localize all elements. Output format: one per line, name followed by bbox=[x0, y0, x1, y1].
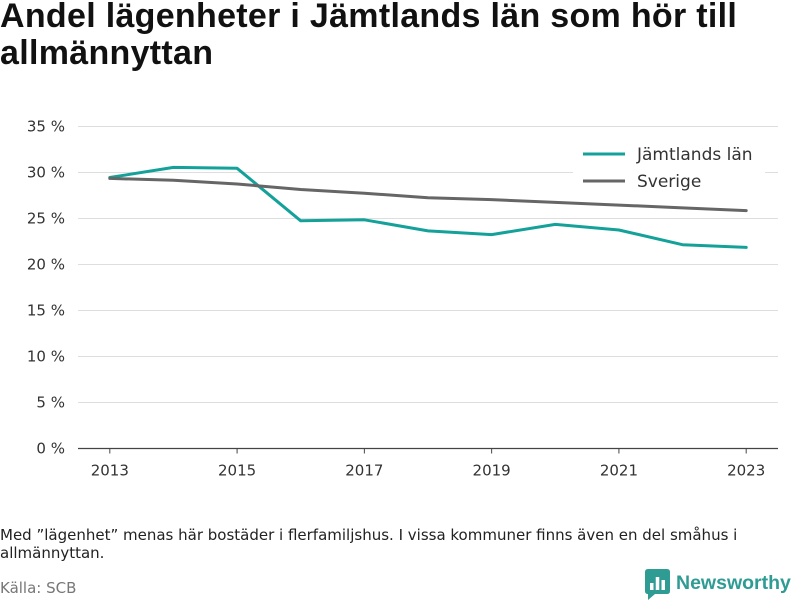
x-tick-label: 2017 bbox=[345, 461, 383, 479]
legend-item-sverige[interactable]: Sverige bbox=[583, 172, 701, 192]
legend: Jämtlands län Sverige bbox=[573, 141, 765, 195]
chart-footnote: Med ”lägenhet” menas här bostäder i fler… bbox=[0, 526, 738, 562]
legend-label: Jämtlands län bbox=[636, 145, 753, 165]
y-tick-label: 5 % bbox=[36, 393, 65, 411]
x-tick-label: 2013 bbox=[91, 461, 129, 479]
series-line-jamtlands-lan bbox=[108, 165, 748, 249]
series-lines bbox=[108, 165, 748, 249]
y-tick-label: 30 % bbox=[27, 163, 65, 181]
y-tick-label: 35 % bbox=[27, 117, 65, 135]
newsworthy-logo[interactable]: Newsworthy bbox=[645, 569, 795, 601]
y-tick-label: 25 % bbox=[27, 209, 65, 227]
series-line-sverige bbox=[108, 176, 748, 213]
x-axis: 2013 2015 2017 2019 2021 2023 bbox=[78, 447, 778, 479]
chart-title: Andel lägenheter i Jämtlands län som hör… bbox=[0, 0, 738, 72]
brand-name: Newsworthy bbox=[676, 572, 791, 594]
logo-bar bbox=[655, 577, 660, 590]
line-chart: 0 %5 %10 %15 %20 %25 %30 %35 %2013 2015 20… bbox=[27, 117, 778, 479]
newsworthy-logo-icon bbox=[645, 569, 670, 600]
x-tick-label: 2023 bbox=[727, 461, 765, 479]
y-tick-label: 0 % bbox=[36, 439, 65, 457]
gridlines bbox=[78, 126, 778, 403]
x-tick-label: 2019 bbox=[473, 461, 511, 479]
source-label: Källa: SCB bbox=[0, 579, 77, 597]
x-tick-label: 2021 bbox=[600, 461, 638, 479]
legend-label: Sverige bbox=[637, 172, 701, 192]
y-tick-label: 10 % bbox=[27, 347, 65, 365]
logo-bar bbox=[661, 580, 665, 590]
y-tick-label: 20 % bbox=[27, 255, 65, 273]
y-tick-label: 15 % bbox=[27, 301, 65, 319]
y-axis: 0 % 5 % 10 % 15 % 20 % 25 % 30 % 35 % bbox=[27, 117, 65, 457]
x-tick-label: 2015 bbox=[218, 461, 256, 479]
legend-item-jamtlands-lan[interactable]: Jämtlands län bbox=[583, 145, 753, 165]
legend-background bbox=[573, 141, 765, 195]
logo-bar bbox=[650, 583, 654, 590]
